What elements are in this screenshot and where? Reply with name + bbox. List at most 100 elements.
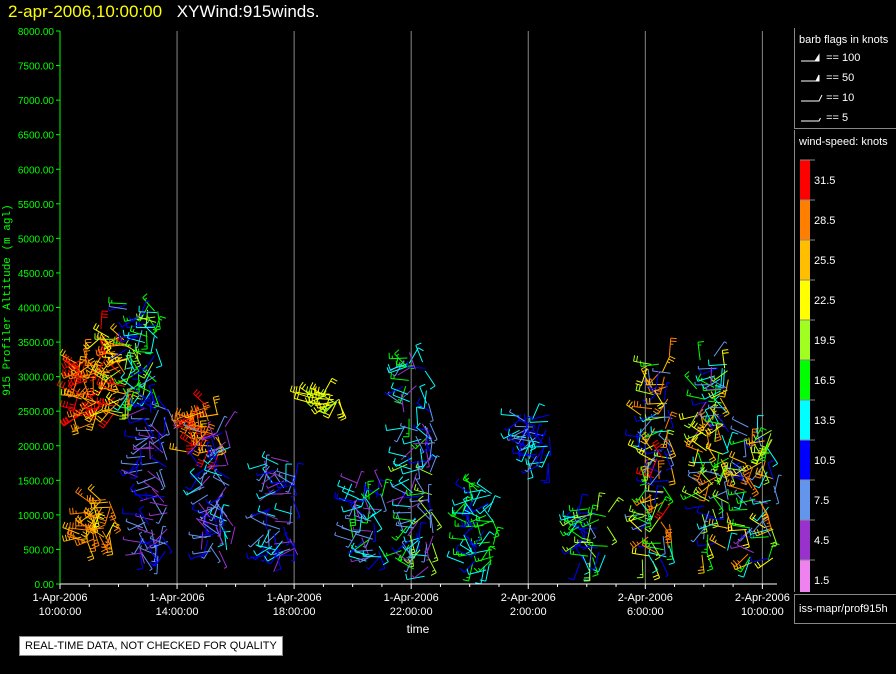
wind-barb	[429, 442, 436, 461]
wind-barb	[492, 526, 504, 545]
wind-barb	[697, 365, 717, 370]
wind-barb	[66, 390, 87, 398]
wind-barb	[761, 465, 770, 486]
wind-barb	[120, 460, 140, 466]
wind-barb	[121, 469, 138, 478]
speed-bin-swatch	[800, 440, 810, 480]
wind-barb	[685, 505, 704, 510]
wind-barb	[760, 502, 770, 523]
wind-barb	[533, 445, 545, 463]
y-tick-label: 6000.00	[18, 165, 55, 176]
x-tick-label-date: 1-Apr-2006	[32, 592, 87, 604]
wind-barb	[183, 484, 203, 496]
wind-barb	[86, 541, 95, 562]
y-tick-label: 7000.00	[18, 96, 55, 107]
wind-barb	[697, 415, 714, 431]
wind-barb	[136, 476, 155, 485]
wind-barb	[512, 447, 531, 456]
wind-barb	[464, 473, 478, 491]
wind-barb	[631, 521, 650, 531]
wind-barb	[216, 415, 228, 433]
wind-barb	[641, 462, 649, 481]
wind-barb	[129, 460, 139, 479]
wind-barb	[430, 514, 434, 533]
wind-barb	[708, 404, 727, 409]
chart-title-bar: 2-apr-2006,10:00:00 XYWind:915winds.	[8, 2, 319, 22]
wind-barb	[686, 389, 705, 400]
wind-barb	[209, 546, 221, 564]
x-tick-label-date: 1-Apr-2006	[150, 592, 205, 604]
wind-barb	[403, 549, 421, 564]
wind-barb	[172, 412, 189, 429]
wind-barb	[635, 384, 654, 395]
wind-barb	[199, 410, 219, 418]
wind-barb	[273, 492, 292, 495]
wind-barb	[774, 474, 782, 493]
wind-barb	[208, 465, 227, 467]
wind-barb	[415, 342, 424, 363]
wind-barb	[652, 398, 669, 415]
wind-barb	[200, 516, 207, 536]
wind-barb	[208, 504, 220, 522]
wind-barb	[140, 395, 157, 411]
wind-barb	[578, 522, 586, 542]
wind-barb	[750, 556, 770, 563]
source-id: iss-mapr/prof915h	[794, 594, 896, 624]
wind-barb	[402, 492, 422, 499]
wind-barb	[91, 363, 109, 379]
wind-barb	[726, 479, 745, 491]
wind-barb	[668, 439, 677, 459]
wind-barb	[145, 492, 165, 499]
wind-barb	[418, 522, 427, 541]
wind-barb	[701, 390, 721, 400]
wind-barb	[579, 541, 598, 549]
wind-barb	[161, 536, 173, 555]
wind-barb	[518, 449, 538, 457]
wind-barb	[662, 536, 666, 555]
barb-legend: barb flags in knots == 100 == 50 == 10 =…	[794, 28, 896, 129]
x-tick-label-time: 10:00:00	[741, 606, 784, 618]
wind-barb	[463, 504, 481, 519]
wind-barb	[212, 474, 230, 486]
speed-bin-label: 4.5	[814, 535, 829, 547]
wind-barb	[149, 546, 158, 565]
speed-bin-label: 31.5	[814, 175, 835, 187]
wind-barb	[393, 511, 412, 521]
wind-barb	[650, 426, 670, 433]
wind-barb	[149, 393, 153, 413]
wind-barb	[160, 441, 168, 461]
wind-barb	[215, 526, 223, 545]
x-axis-label: time	[407, 622, 430, 636]
wind-barb	[647, 470, 662, 486]
wind-barb	[256, 491, 276, 500]
wind-barb	[75, 486, 91, 503]
wind-barb	[589, 539, 608, 547]
wind-barb	[578, 493, 589, 512]
wind-barb	[122, 507, 141, 515]
wind-barb	[270, 457, 289, 463]
wind-barb	[504, 418, 521, 432]
wind-barb	[697, 341, 704, 361]
wind-barb	[387, 363, 408, 371]
wind-barb	[627, 439, 645, 453]
wind-barb	[635, 368, 648, 386]
wind-barb	[681, 485, 699, 500]
wind-barb	[645, 508, 652, 528]
wind-barb	[540, 463, 550, 482]
wind-barb	[214, 468, 226, 486]
wind-barb	[631, 547, 651, 557]
wind-barb	[209, 441, 226, 454]
wind-barb	[391, 540, 410, 553]
wind-barb	[134, 345, 154, 354]
speed-bin-swatch	[800, 320, 810, 360]
wind-barb	[149, 535, 168, 545]
wind-barb	[574, 511, 593, 523]
wind-barb	[749, 497, 768, 504]
wind-barb	[397, 518, 417, 525]
x-tick-label-time: 14:00:00	[156, 606, 199, 618]
wind-barb	[294, 462, 305, 481]
wind-barb	[407, 457, 428, 464]
wind-barb	[346, 499, 358, 517]
wind-barb	[567, 517, 588, 526]
wind-barb	[230, 526, 236, 545]
